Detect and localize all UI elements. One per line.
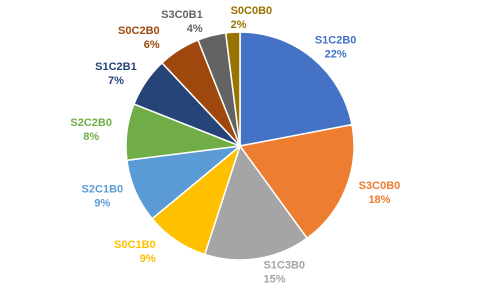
slice-label: S1C2B0 (315, 34, 357, 46)
slice-value-label: 9% (140, 253, 156, 265)
pie-slice (238, 123, 355, 240)
slice-label: S2C2B0 (70, 117, 112, 129)
slice-value-label: 8% (83, 131, 99, 143)
slice-value-label: 9% (94, 198, 110, 210)
slice-value-label: 4% (187, 23, 203, 35)
slice-value-label: 22% (325, 48, 347, 60)
slice-value-label: 15% (263, 273, 285, 285)
pie-slice (203, 144, 309, 261)
slice-label: S1C2B1 (95, 61, 137, 73)
slice-label: S2C1B0 (82, 184, 124, 196)
slice-label: S0C1B0 (114, 239, 156, 251)
slice-value-label: 2% (231, 19, 247, 31)
slice-label: S3C0B1 (161, 9, 203, 21)
slice-value-label: 18% (368, 194, 390, 206)
slice-label: S0C2B0 (118, 25, 160, 37)
slice-label: S0C0B0 (231, 5, 273, 17)
slice-label: S3C0B0 (359, 180, 401, 192)
slice-label: S1C3B0 (263, 259, 305, 271)
pie-slice (239, 31, 353, 147)
pie-slice (224, 31, 241, 147)
slice-value-label: 6% (144, 39, 160, 51)
slice-value-label: 7% (108, 75, 124, 87)
